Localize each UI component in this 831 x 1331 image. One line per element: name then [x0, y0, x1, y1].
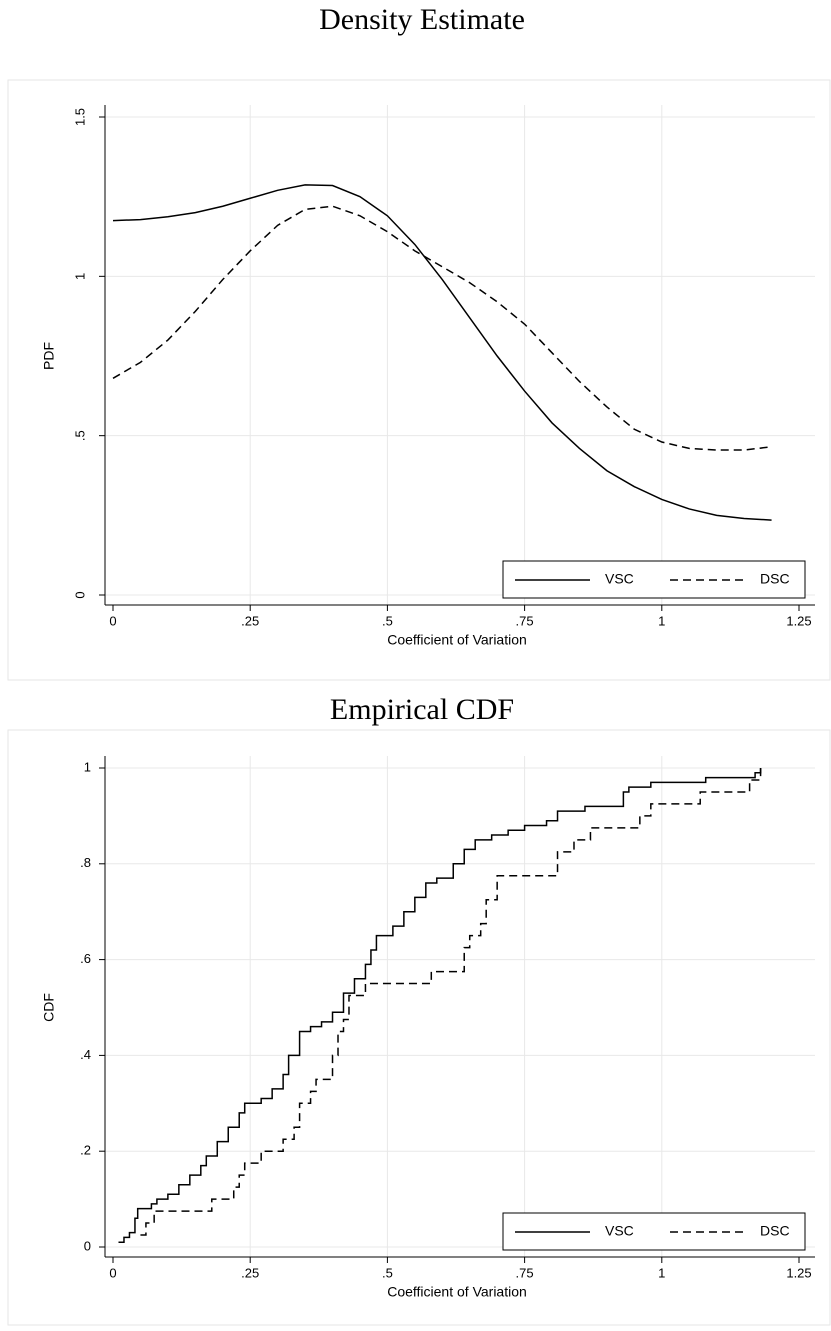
x-tick-label: 0 [109, 1265, 116, 1280]
x-tick-label: 1.25 [786, 1265, 811, 1280]
x-tick-label: .75 [516, 1265, 534, 1280]
panel-border [7, 79, 831, 681]
y-tick-label: 1.5 [72, 108, 87, 126]
x-tick-label: .5 [382, 1265, 393, 1280]
legend-label: VSC [605, 571, 634, 587]
panel-border [7, 729, 831, 1326]
x-axis-title: Coefficient of Variation [387, 632, 527, 648]
legend-label: DSC [760, 571, 790, 587]
legend-label: VSC [605, 1223, 634, 1239]
y-tick-label: .4 [80, 1047, 91, 1062]
series-line [118, 768, 762, 1243]
y-tick-label: .2 [80, 1143, 91, 1158]
y-axis-title: CDF [41, 993, 57, 1022]
y-axis-title: PDF [41, 342, 57, 370]
x-axis-title: Coefficient of Variation [387, 1284, 527, 1300]
series-line [112, 205, 772, 451]
x-tick-label: .25 [241, 613, 259, 628]
legend-label: DSC [760, 1223, 790, 1239]
chart-title: Empirical CDF [330, 693, 514, 726]
y-tick-label: .5 [72, 430, 87, 441]
x-tick-label: .75 [516, 613, 534, 628]
x-tick-label: 1.25 [786, 613, 811, 628]
y-tick-label: 1 [84, 759, 91, 774]
y-tick-label: 0 [84, 1238, 91, 1253]
y-tick-label: .6 [80, 951, 91, 966]
chart-title: Density Estimate [319, 3, 525, 36]
y-tick-label: .8 [80, 855, 91, 870]
x-tick-label: .5 [382, 613, 393, 628]
series-line [140, 768, 762, 1236]
series-line [112, 184, 772, 521]
x-tick-label: 0 [109, 613, 116, 628]
y-tick-label: 0 [72, 591, 87, 598]
y-tick-label: 1 [72, 273, 87, 280]
x-tick-label: 1 [658, 1265, 665, 1280]
x-tick-label: .25 [241, 1265, 259, 1280]
x-tick-label: 1 [658, 613, 665, 628]
